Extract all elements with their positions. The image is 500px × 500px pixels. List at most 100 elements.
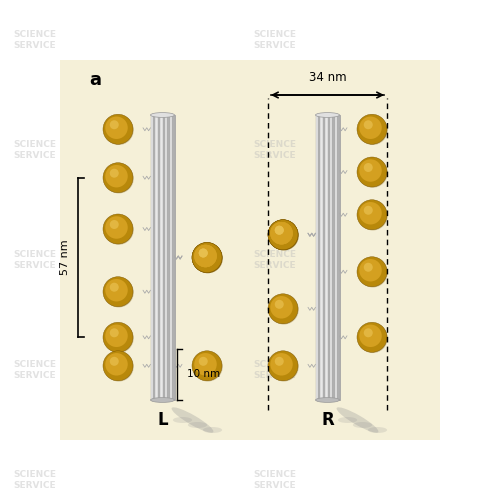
- Circle shape: [110, 120, 119, 129]
- Circle shape: [269, 220, 299, 250]
- Circle shape: [105, 353, 128, 376]
- Circle shape: [358, 323, 388, 353]
- Ellipse shape: [188, 422, 207, 428]
- Circle shape: [105, 165, 128, 188]
- Text: SCIENCE
SERVICE: SCIENCE SERVICE: [254, 470, 296, 490]
- Circle shape: [358, 200, 388, 230]
- Circle shape: [110, 328, 119, 338]
- Circle shape: [194, 244, 217, 267]
- Circle shape: [104, 323, 134, 353]
- Circle shape: [268, 220, 298, 250]
- Circle shape: [103, 276, 133, 306]
- Bar: [328, 115, 330, 400]
- Circle shape: [194, 244, 217, 267]
- Circle shape: [103, 351, 133, 381]
- Circle shape: [359, 116, 382, 139]
- Bar: [332, 115, 334, 400]
- Circle shape: [110, 282, 119, 292]
- Text: 34 nm: 34 nm: [308, 71, 346, 84]
- Circle shape: [358, 158, 388, 188]
- Ellipse shape: [336, 408, 378, 432]
- Bar: [160, 115, 162, 400]
- Circle shape: [364, 206, 373, 215]
- Bar: [153, 115, 156, 400]
- Circle shape: [269, 220, 299, 250]
- Circle shape: [103, 162, 133, 192]
- Circle shape: [105, 216, 128, 239]
- Circle shape: [192, 242, 222, 272]
- Circle shape: [104, 352, 134, 382]
- Circle shape: [357, 257, 387, 287]
- Circle shape: [104, 214, 134, 244]
- Text: L: L: [157, 411, 168, 429]
- Circle shape: [270, 222, 293, 244]
- Circle shape: [357, 114, 387, 144]
- Text: SCIENCE
SERVICE: SCIENCE SERVICE: [254, 30, 296, 50]
- Ellipse shape: [316, 112, 340, 117]
- Circle shape: [104, 115, 134, 145]
- Circle shape: [194, 353, 217, 376]
- Circle shape: [199, 248, 208, 258]
- Circle shape: [192, 242, 222, 272]
- Bar: [320, 115, 322, 400]
- Text: R: R: [321, 411, 334, 429]
- Circle shape: [193, 244, 223, 273]
- Circle shape: [357, 322, 387, 352]
- Circle shape: [275, 357, 284, 366]
- Circle shape: [110, 220, 119, 229]
- Circle shape: [269, 294, 299, 324]
- Text: SCIENCE
SERVICE: SCIENCE SERVICE: [14, 470, 56, 490]
- Circle shape: [104, 164, 134, 194]
- Bar: [316, 115, 318, 400]
- Circle shape: [358, 258, 388, 288]
- Circle shape: [357, 157, 387, 187]
- Bar: [156, 115, 158, 400]
- Circle shape: [364, 328, 373, 338]
- Bar: [318, 115, 320, 400]
- Circle shape: [193, 244, 223, 273]
- Text: SCIENCE
SERVICE: SCIENCE SERVICE: [14, 140, 56, 160]
- Circle shape: [110, 357, 119, 366]
- Bar: [316, 115, 340, 400]
- Circle shape: [275, 226, 284, 234]
- Circle shape: [275, 300, 284, 309]
- Ellipse shape: [203, 427, 222, 433]
- Circle shape: [270, 353, 293, 376]
- Ellipse shape: [368, 427, 387, 433]
- Bar: [170, 115, 172, 400]
- Circle shape: [192, 351, 222, 381]
- Circle shape: [110, 168, 119, 177]
- Bar: [168, 115, 170, 400]
- Circle shape: [359, 259, 382, 281]
- Circle shape: [194, 244, 217, 267]
- Circle shape: [103, 114, 133, 144]
- Circle shape: [105, 116, 128, 139]
- Circle shape: [268, 220, 298, 250]
- Bar: [172, 115, 174, 400]
- Circle shape: [193, 244, 223, 273]
- Circle shape: [105, 279, 128, 301]
- Circle shape: [199, 248, 208, 258]
- Bar: [165, 115, 168, 400]
- Circle shape: [103, 322, 133, 352]
- Circle shape: [275, 226, 284, 234]
- Bar: [337, 115, 340, 400]
- Text: SCIENCE
SERVICE: SCIENCE SERVICE: [14, 250, 56, 270]
- Text: SCIENCE
SERVICE: SCIENCE SERVICE: [254, 360, 296, 380]
- Bar: [158, 115, 160, 400]
- Bar: [162, 115, 165, 400]
- Circle shape: [105, 324, 128, 347]
- Circle shape: [103, 214, 133, 244]
- Bar: [322, 115, 325, 400]
- Circle shape: [268, 351, 298, 381]
- Circle shape: [364, 163, 373, 172]
- Circle shape: [358, 115, 388, 145]
- Circle shape: [269, 352, 299, 382]
- Bar: [325, 115, 328, 400]
- Ellipse shape: [173, 417, 192, 423]
- Ellipse shape: [172, 408, 213, 432]
- Circle shape: [268, 294, 298, 324]
- Ellipse shape: [316, 398, 340, 402]
- Bar: [150, 115, 153, 400]
- Circle shape: [359, 324, 382, 347]
